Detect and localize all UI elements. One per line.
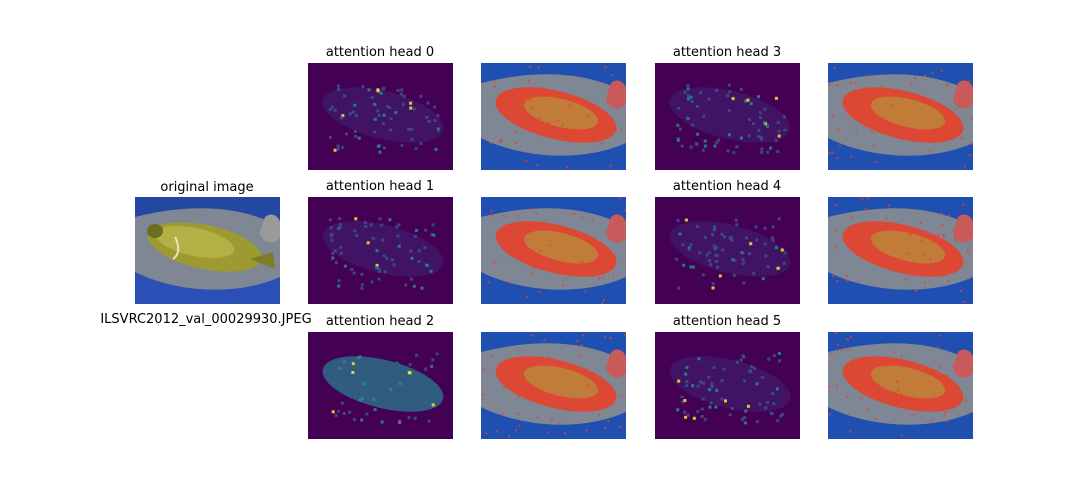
heatmap-1: [308, 197, 453, 304]
attention-map-head-0: [308, 63, 453, 170]
attention-map-head-2: [308, 332, 453, 439]
original-image-title: original image: [160, 180, 254, 195]
overlay-1: [481, 197, 626, 304]
attention-map-head-1: [308, 197, 453, 304]
heatmap-2: [308, 332, 453, 439]
original-image-filename: ILSVRC2012_val_00029930.JPEG: [100, 312, 312, 327]
attention-map-head-3: [655, 63, 800, 170]
attention-head-1-title: attention head 1: [325, 179, 435, 194]
attention-overlay-head-5: [828, 332, 973, 439]
overlay-4: [828, 197, 973, 304]
attention-overlay-head-3: [828, 63, 973, 170]
heatmap-3: [655, 63, 800, 170]
fish-photo: [135, 197, 280, 304]
overlay-2: [481, 332, 626, 439]
attention-head-0-title: attention head 0: [325, 45, 435, 60]
attention-head-2-title: attention head 2: [325, 314, 435, 329]
attention-head-5-title: attention head 5: [672, 314, 782, 329]
heatmap-5: [655, 332, 800, 439]
attention-overlay-head-1: [481, 197, 626, 304]
overlay-5: [828, 332, 973, 439]
attention-head-3-title: attention head 3: [672, 45, 782, 60]
heatmap-4: [655, 197, 800, 304]
attention-map-head-4: [655, 197, 800, 304]
heatmap-0: [308, 63, 453, 170]
overlay-3: [828, 63, 973, 170]
original-image: [135, 197, 280, 304]
attention-overlay-head-4: [828, 197, 973, 304]
attention-map-head-5: [655, 332, 800, 439]
attention-overlay-head-0: [481, 63, 626, 170]
overlay-0: [481, 63, 626, 170]
attention-overlay-head-2: [481, 332, 626, 439]
attention-head-4-title: attention head 4: [672, 179, 782, 194]
